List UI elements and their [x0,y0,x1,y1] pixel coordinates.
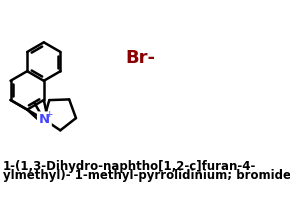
Text: ylmethyl)- 1-methyl-pyrrolidinium; bromide: ylmethyl)- 1-methyl-pyrrolidinium; bromi… [3,169,290,182]
Text: N: N [38,113,49,126]
Text: +: + [45,110,52,119]
Text: O: O [39,114,50,127]
Text: 1-(1,3-Dihydro-naphtho[1,2-c]furan-4-: 1-(1,3-Dihydro-naphtho[1,2-c]furan-4- [3,160,256,173]
Text: Br-: Br- [125,50,155,68]
